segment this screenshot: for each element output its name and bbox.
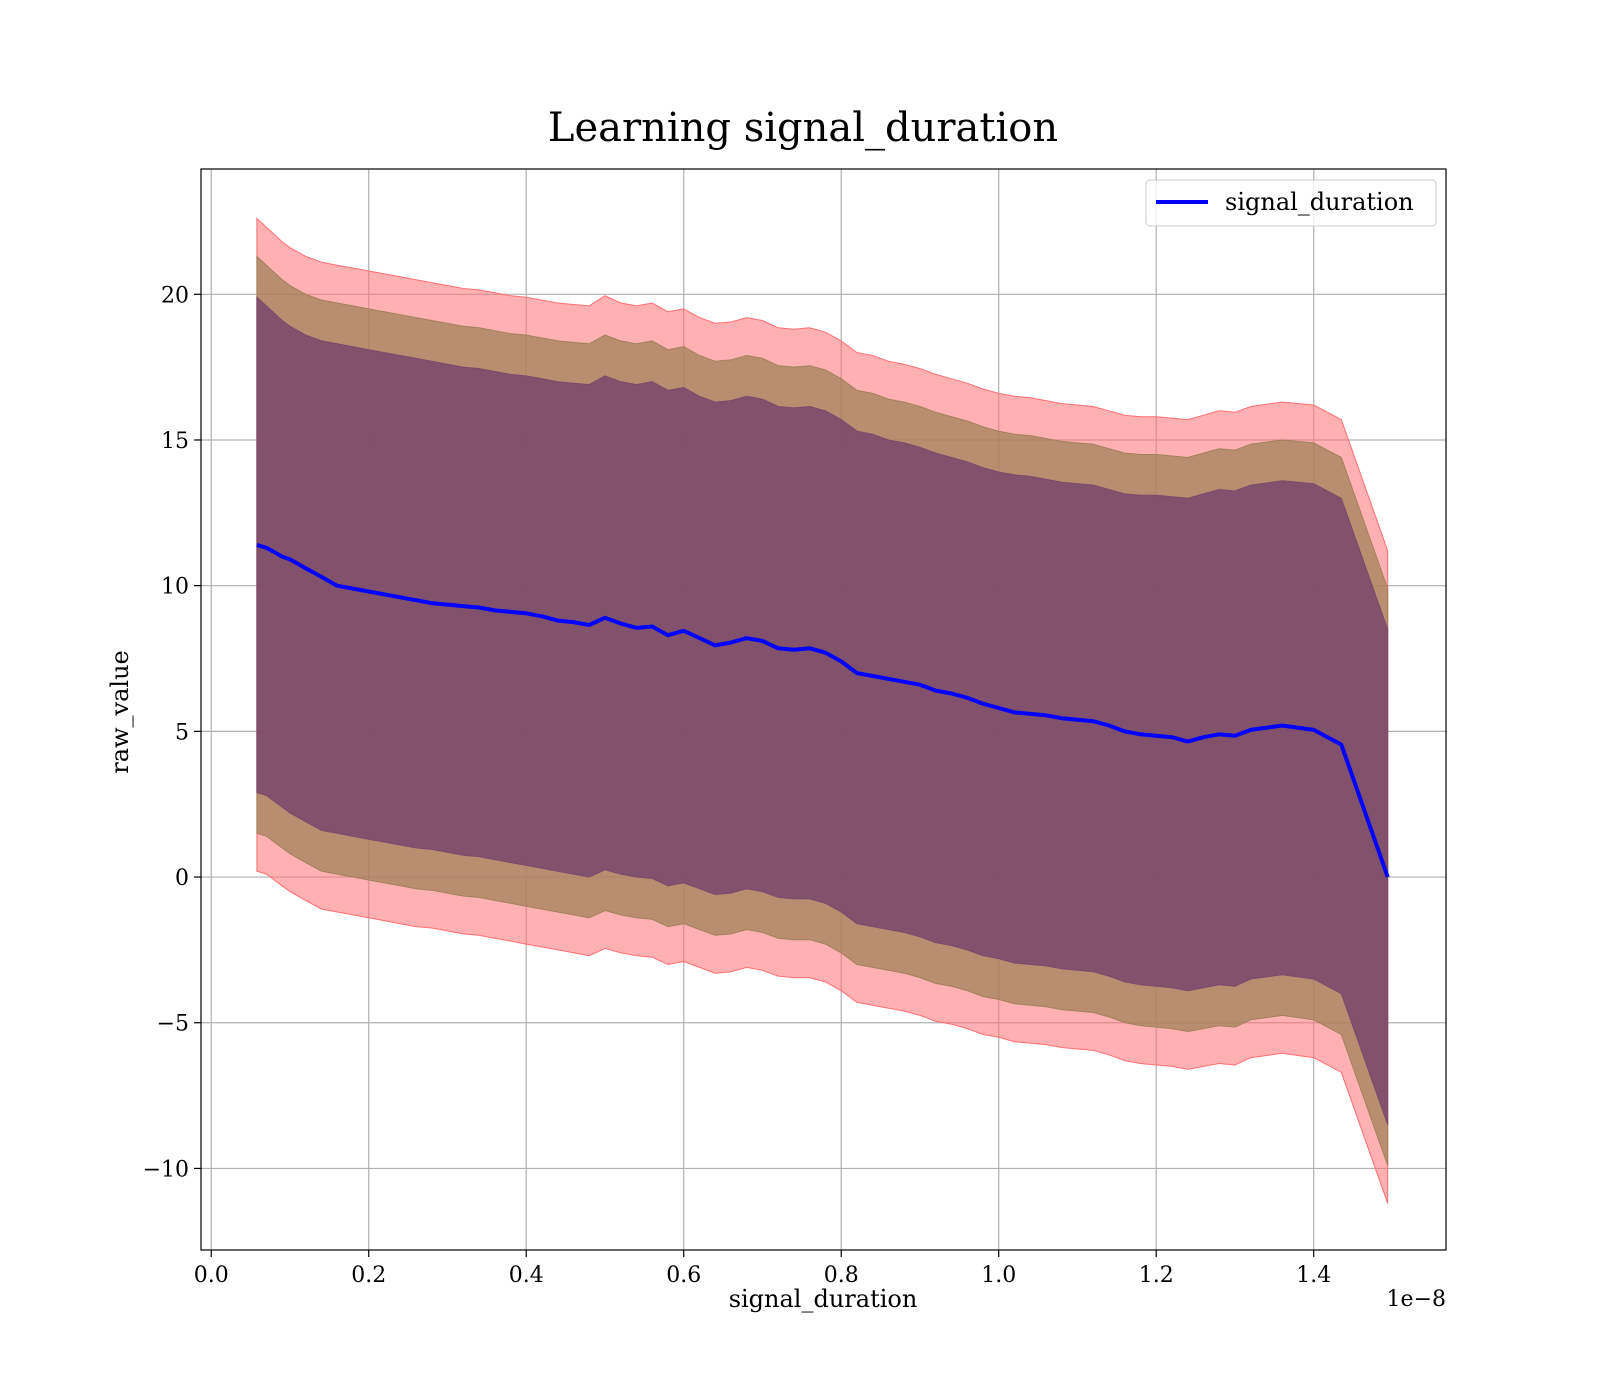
x-tick-label: 1.4 — [1296, 1263, 1331, 1288]
y-tick-label: 15 — [161, 429, 189, 454]
y-tick-label: 20 — [161, 283, 189, 308]
x-tick-label: 0.4 — [509, 1263, 544, 1288]
legend-box — [1145, 179, 1437, 227]
series-lines — [256, 542, 1390, 878]
x-tick-label: 1.2 — [1139, 1263, 1174, 1288]
chart-title: Learning signal_duration — [548, 105, 1058, 151]
x-tick-label: 0.2 — [351, 1263, 386, 1288]
x-tick-label: 1.0 — [981, 1263, 1016, 1288]
y-tick-label: −5 — [157, 1012, 189, 1037]
x-axis-ticks: 0.0 0.2 0.4 0.6 0.8 1.0 1.2 1.4 — [194, 1250, 1331, 1288]
confidence-bands — [256, 217, 1389, 1204]
y-axis-ticks: −10 −5 0 5 10 15 20 — [143, 283, 201, 1182]
x-tick-label: 0.0 — [194, 1263, 229, 1288]
y-tick-label: 5 — [175, 720, 189, 745]
y-axis-label: raw_value — [106, 650, 134, 774]
legend: signal_duration — [1145, 179, 1437, 227]
plot-frame — [200, 168, 1447, 1251]
legend-label-signal-duration: signal_duration — [1225, 188, 1414, 216]
band-inner — [256, 296, 1389, 1125]
x-tick-label: 0.6 — [666, 1263, 701, 1288]
y-tick-label: 10 — [161, 575, 189, 600]
x-axis-label: signal_duration — [729, 1285, 918, 1313]
y-tick-label: 0 — [175, 866, 189, 891]
series-line-signal-duration — [256, 542, 1390, 878]
y-tick-label: −10 — [143, 1157, 189, 1182]
x-tick-label: 0.8 — [824, 1263, 859, 1288]
x-axis-offset-label: 1e−8 — [1387, 1287, 1446, 1312]
